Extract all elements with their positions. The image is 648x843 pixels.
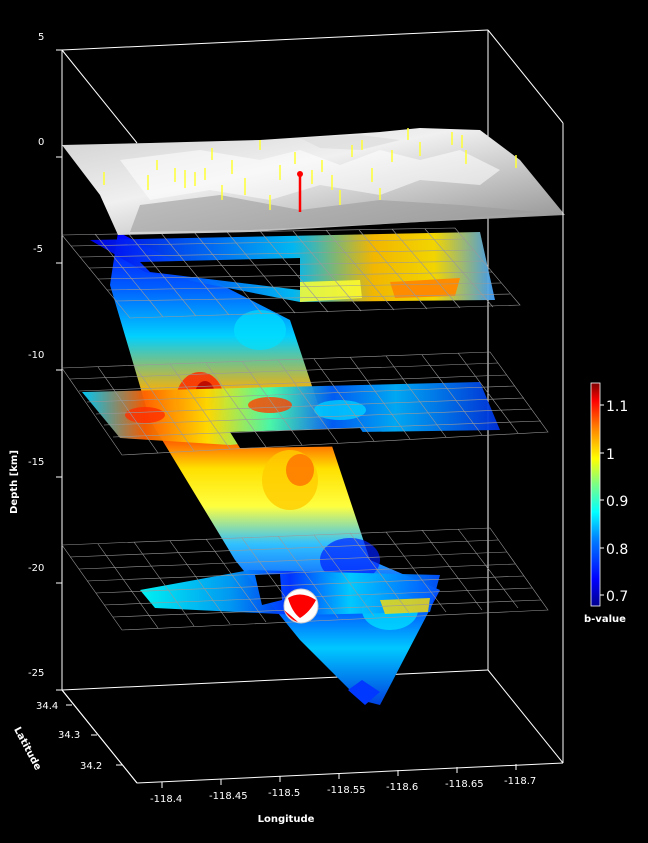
depth-tick-label: 0 — [38, 137, 44, 148]
colorbar-tick-label: 0.7 — [606, 589, 628, 605]
mainshock-marker — [297, 171, 303, 212]
focal-mechanism-icon — [283, 588, 319, 624]
depth-slice-12km — [61, 351, 549, 456]
longitude-tick-label: -118.65 — [445, 779, 484, 790]
slice-grid-12km — [61, 351, 549, 456]
depth-tick-label: 5 — [38, 32, 44, 43]
longitude-tick-label: -118.55 — [327, 785, 366, 796]
surface-topography — [62, 128, 565, 235]
colorbar-gradient — [590, 382, 601, 607]
longitude-tick-label: -118.4 — [150, 794, 182, 805]
latitude-axis: 34.4 34.3 34.2 Latitude — [11, 689, 138, 784]
latitude-tick-label: 34.4 — [36, 701, 58, 712]
depth-axis-title: Depth [km] — [9, 450, 20, 514]
longitude-axis-title: Longitude — [258, 814, 315, 825]
depth-tick-label: -15 — [28, 457, 44, 468]
latitude-tick-label: 34.2 — [80, 761, 102, 772]
colorbar: 1.1 1 0.9 0.8 0.7 b-value — [584, 382, 628, 625]
depth-axis: 5 0 -5 -10 -15 -20 -25 Depth [km] — [9, 32, 62, 691]
colorbar-tick-label: 0.9 — [606, 494, 628, 510]
longitude-tick-label: -118.7 — [504, 776, 536, 787]
longitude-axis: -118.4 -118.45 -118.5 -118.55 -118.6 -11… — [150, 764, 536, 825]
latitude-axis-title: Latitude — [11, 725, 43, 772]
depth-tick-label: -5 — [33, 244, 43, 255]
colorbar-title: b-value — [584, 614, 626, 625]
depth-tick-label: -20 — [28, 563, 44, 574]
longitude-tick-label: -118.6 — [386, 782, 418, 793]
colorbar-tick-label: 0.8 — [606, 542, 628, 558]
latitude-tick-label: 34.3 — [58, 730, 80, 741]
colorbar-tick-label: 1 — [606, 447, 615, 463]
depth-slice-5km — [61, 227, 521, 319]
depth-tick-label: -25 — [28, 668, 44, 679]
longitude-tick-label: -118.45 — [209, 791, 248, 802]
depth-tick-label: -10 — [28, 350, 44, 361]
colorbar-tick-label: 1.1 — [606, 399, 628, 415]
slice-grid-5km — [61, 227, 521, 319]
fault-plane-section — [110, 232, 440, 705]
aftershock-markers — [103, 128, 517, 210]
longitude-tick-label: -118.5 — [268, 788, 300, 799]
